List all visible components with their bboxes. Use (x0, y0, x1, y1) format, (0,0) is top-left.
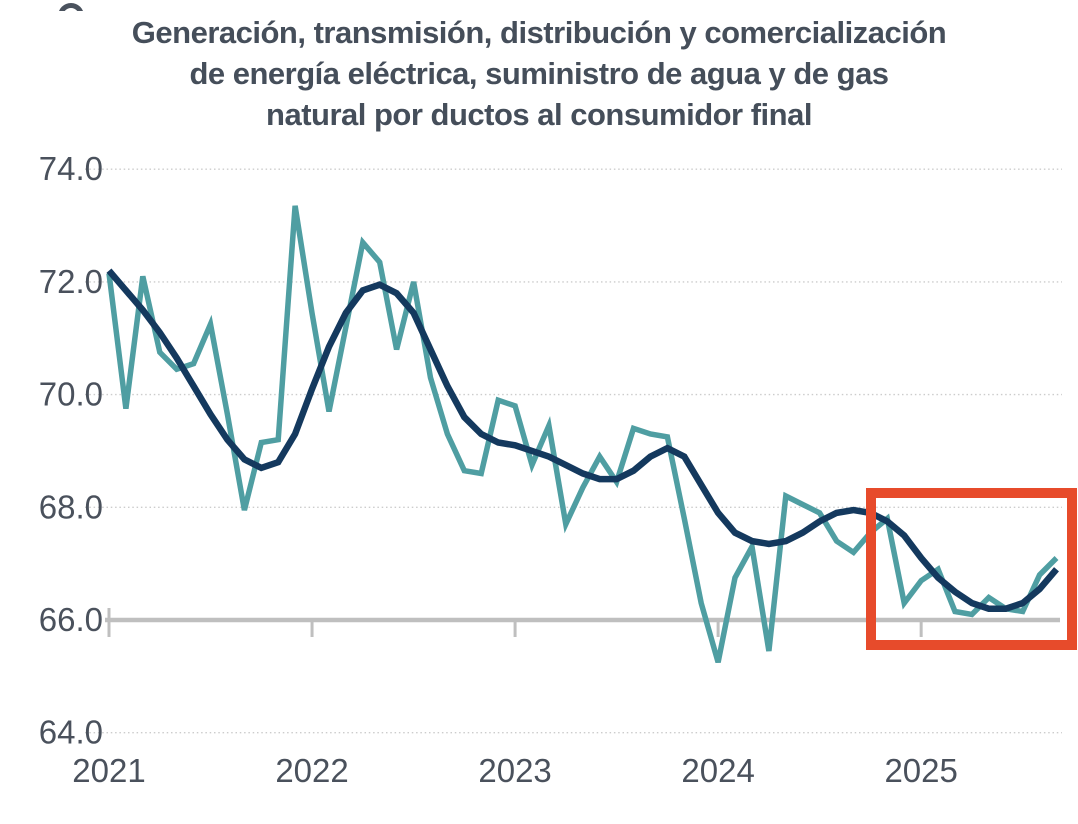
x-axis-label-2025: 2025 (884, 752, 957, 789)
chart-title: Generación, transmisión, distribución y … (0, 12, 1078, 135)
y-axis-label-70.0: 70.0 (39, 376, 103, 413)
x-axis-label-2021: 2021 (72, 752, 145, 789)
x-axis-label-2022: 2022 (275, 752, 348, 789)
y-axis-label-64.0: 64.0 (39, 714, 103, 751)
y-axis-label-68.0: 68.0 (39, 488, 103, 525)
y-axis-label-66.0: 66.0 (39, 601, 103, 638)
x-axis-label-2024: 2024 (681, 752, 754, 789)
cutoff-glyph-fragment (58, 0, 88, 11)
chart-title-line1: Generación, transmisión, distribución y … (131, 15, 947, 50)
chart-title-line2: de energía eléctrica, suministro de agua… (189, 56, 889, 91)
serie-mensual-teal-line (106, 205, 1059, 664)
x-axis-label-2023: 2023 (478, 752, 551, 789)
y-axis-label-74.0: 74.0 (39, 150, 103, 187)
tendencia-navy-line (106, 268, 1059, 612)
highlight-box (866, 488, 1077, 650)
chart-title-line3: natural por ductos al consumidor final (266, 97, 812, 132)
y-axis-label-72.0: 72.0 (39, 263, 103, 300)
